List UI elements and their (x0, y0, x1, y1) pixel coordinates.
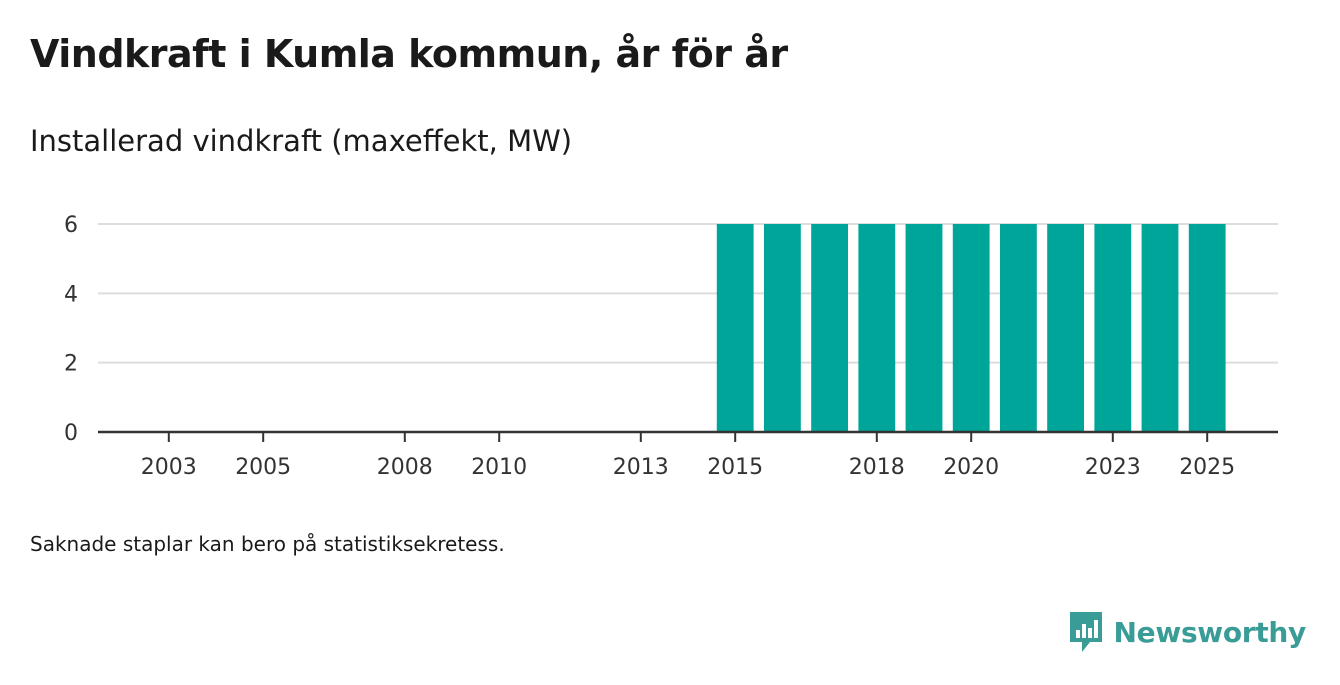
brand-logo[interactable]: Newsworthy (1068, 610, 1306, 654)
x-tick-label: 2013 (613, 455, 669, 480)
axes: 0 2 4 6 2003 2005 2008 2010 2013 2015 2018 2020 2023… (64, 213, 1278, 480)
bar-2025[interactable] (1188, 224, 1226, 432)
bar-2017[interactable] (811, 224, 849, 432)
brand-name: Newsworthy (1113, 615, 1307, 649)
bar-2018[interactable] (858, 224, 896, 432)
x-tick-label: 2025 (1179, 455, 1235, 480)
x-tick-label: 2023 (1085, 455, 1141, 480)
y-tick-label: 2 (64, 352, 78, 377)
x-tick-label: 2020 (943, 455, 999, 480)
x-tick-label: 2008 (377, 455, 433, 480)
x-tick-label: 2003 (141, 455, 197, 480)
bar-2024[interactable] (1141, 224, 1179, 432)
y-tick-label: 0 (64, 421, 78, 446)
y-tick-label: 4 (64, 282, 78, 307)
bar-2019[interactable] (905, 224, 943, 432)
chart-title: Vindkraft i Kumla kommun, år för år (30, 32, 788, 76)
newsworthy-logo-icon (1069, 612, 1102, 652)
bar-2020[interactable] (952, 224, 990, 432)
x-tick-label: 2015 (707, 455, 763, 480)
x-tick-label: 2005 (235, 455, 291, 480)
bar-2021[interactable] (999, 224, 1037, 432)
bar-chart: 0 2 4 6 2003 2005 2008 2010 2013 2015 2018 2020 2023… (64, 213, 1278, 480)
x-tick-label: 2018 (849, 455, 905, 480)
bars (716, 224, 1226, 432)
bar-2022[interactable] (1047, 224, 1085, 432)
y-tick-label: 6 (64, 213, 78, 238)
footnote: Saknade staplar kan bero på statistiksek… (30, 532, 505, 556)
chart-subtitle: Installerad vindkraft (maxeffekt, MW) (30, 124, 573, 158)
bar-2016[interactable] (763, 224, 801, 432)
bar-2023[interactable] (1094, 224, 1132, 432)
bar-2015[interactable] (716, 224, 754, 432)
x-tick-label: 2010 (471, 455, 527, 480)
